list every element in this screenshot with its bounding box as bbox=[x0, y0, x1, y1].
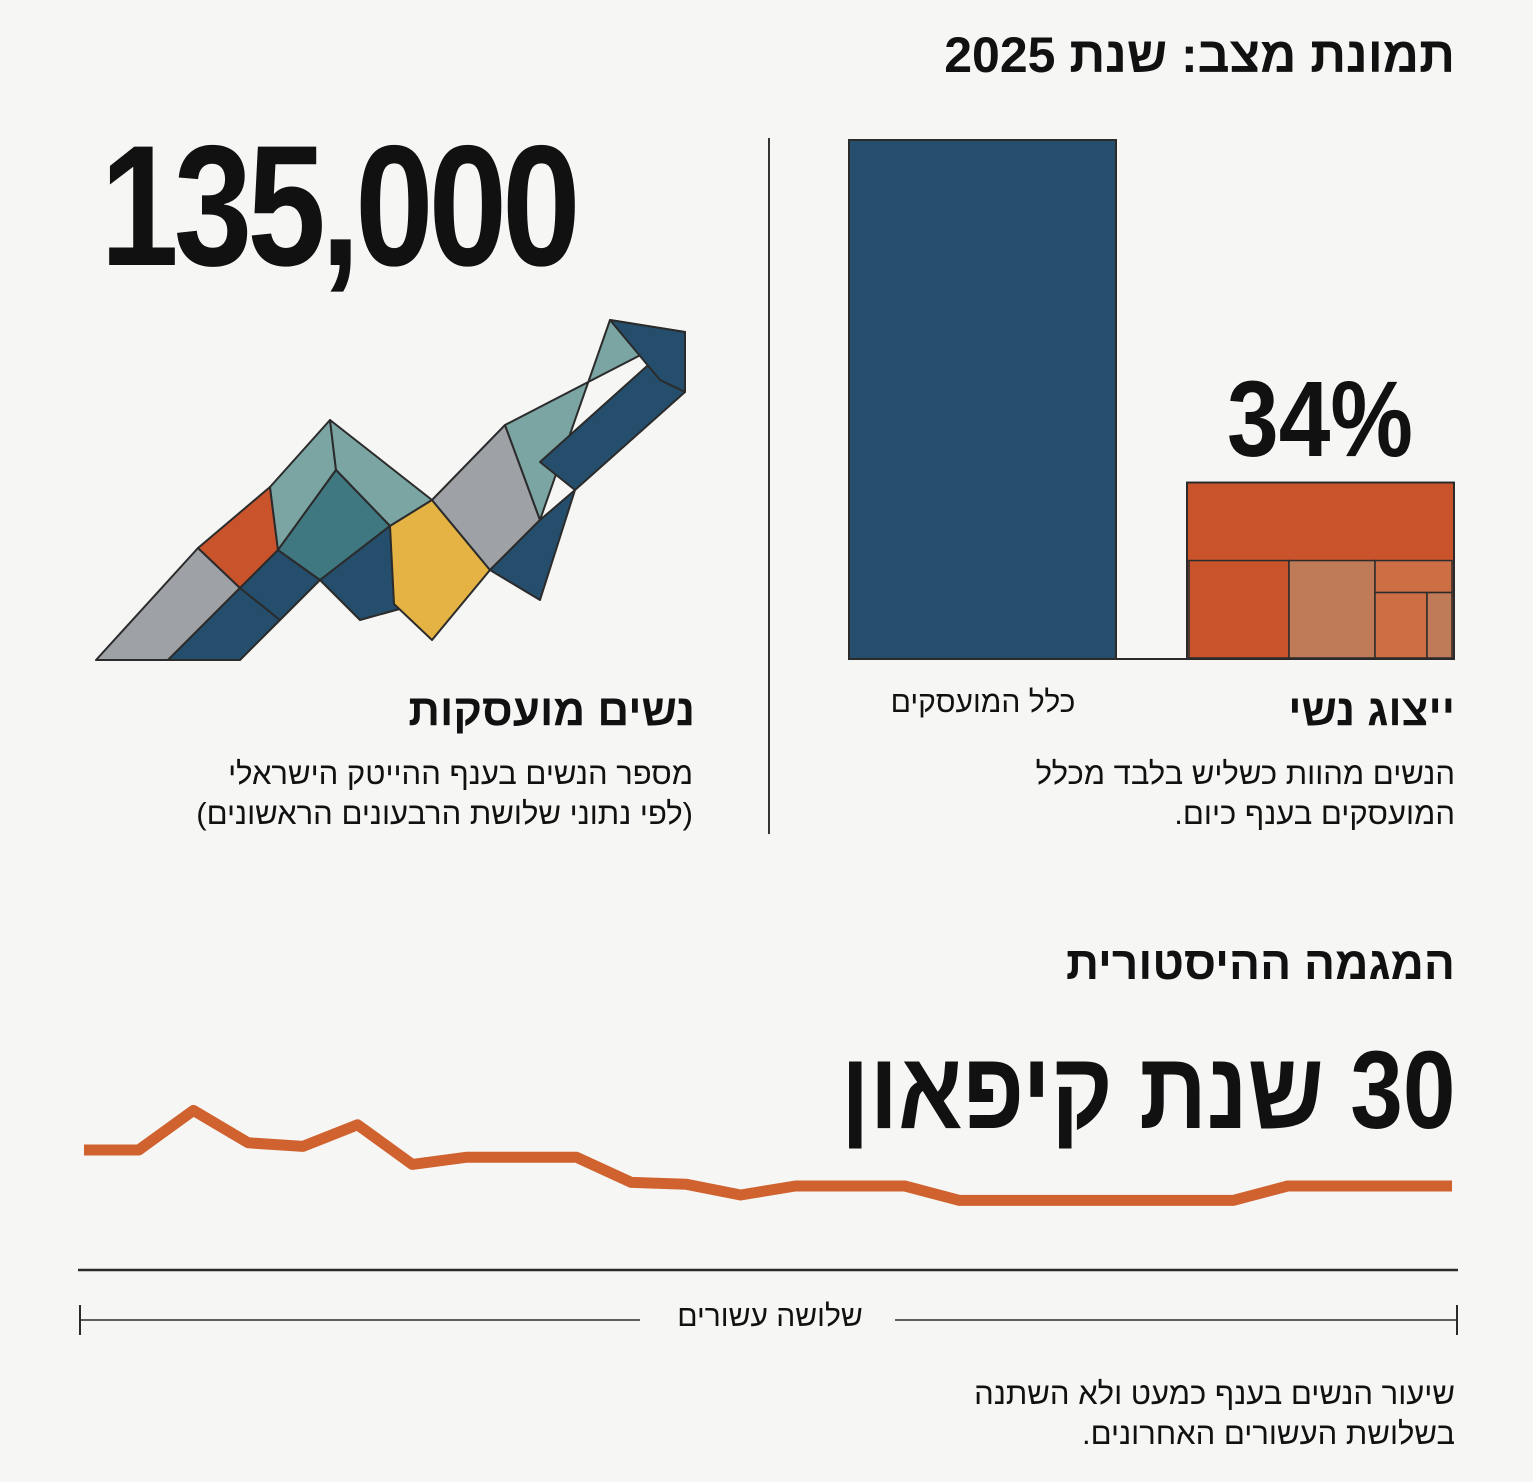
employed-women-count: 135,000 bbox=[100, 110, 580, 302]
page-title: תמונת מצב: שנת 2025 bbox=[944, 27, 1455, 83]
bar-0 bbox=[848, 139, 1117, 660]
arrow-tile bbox=[269, 419, 337, 551]
employed-women-heading: נשים מועסקות bbox=[408, 686, 695, 735]
bar-segment bbox=[1374, 559, 1453, 594]
bar-category-label-women: ייצוג נשי bbox=[1288, 686, 1455, 735]
representation-description-line1: הנשים מהוות כשליש בלבד מכלל bbox=[1035, 756, 1455, 791]
footer-text-line2: בשלושת העשורים האחרונים. bbox=[1082, 1416, 1455, 1451]
arrow-tile bbox=[389, 499, 491, 641]
arrow-tile bbox=[431, 424, 541, 571]
employed-women-description-line1: מספר הנשים בענף ההייטק הישראלי bbox=[228, 756, 693, 791]
x-axis-label: שלושה עשורים bbox=[677, 1300, 863, 1333]
bar-segment bbox=[1374, 591, 1428, 659]
arrow-tile bbox=[167, 587, 281, 661]
bar-category-label-all-employees: כלל המועסקים bbox=[890, 686, 1076, 719]
bar-segment bbox=[1426, 591, 1453, 659]
footer-text-line1: שיעור הנשים בענף כמעט ולא השתנה bbox=[974, 1376, 1455, 1411]
arrow-tile bbox=[504, 319, 686, 521]
stagnation-headline: 30 שנת קיפאון bbox=[840, 1029, 1455, 1152]
arrow-tile bbox=[539, 331, 686, 491]
arrow-tile bbox=[95, 547, 241, 661]
arrow-tile bbox=[319, 525, 433, 621]
bar-segment bbox=[1188, 559, 1290, 659]
arrow-tile bbox=[197, 486, 279, 589]
arrow-tile bbox=[329, 419, 433, 527]
historical-trend-title: המגמה ההיסטורית bbox=[1065, 937, 1455, 989]
panel-divider bbox=[768, 138, 770, 834]
representation-description-line2: המועסקים בענף כיום. bbox=[1174, 796, 1455, 831]
arrow-tile bbox=[277, 469, 391, 581]
bar-1 bbox=[1186, 481, 1455, 661]
bar-segment bbox=[1288, 559, 1376, 659]
arrow-tile bbox=[609, 319, 686, 393]
women-share-value-label: 34% bbox=[1227, 358, 1413, 479]
arrow-tile bbox=[489, 489, 576, 601]
arrow-tile bbox=[239, 549, 321, 621]
employed-women-description-line2: (לפי נתוני שלושת הרבעונים הראשונים) bbox=[196, 796, 693, 831]
